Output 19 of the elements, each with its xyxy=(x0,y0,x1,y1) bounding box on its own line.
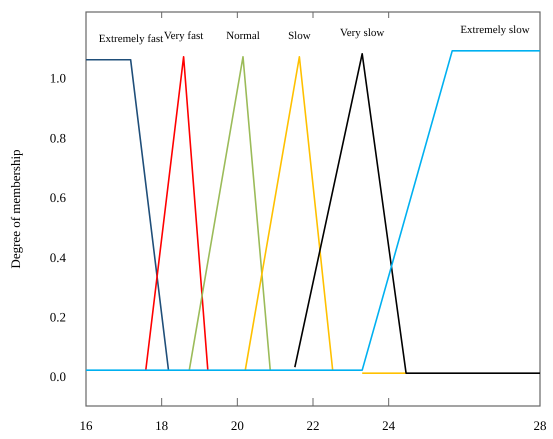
y-tick-label: 1.0 xyxy=(50,70,66,86)
series-label: Very fast xyxy=(164,30,204,42)
series-label: Extremely slow xyxy=(460,24,530,36)
x-tick-label: 18 xyxy=(155,418,168,433)
y-tick-label: 0.6 xyxy=(50,190,66,206)
y-tick-label: 0.8 xyxy=(50,130,66,146)
series-label: Normal xyxy=(226,30,260,42)
series-label: Slow xyxy=(288,30,311,42)
series-label: Extremely fast xyxy=(98,32,164,45)
x-tick-label: 16 xyxy=(80,418,93,433)
x-tick-label: 22 xyxy=(306,418,320,433)
y-tick-label: 0.2 xyxy=(50,309,66,324)
x-tick-label: 24 xyxy=(382,418,396,433)
y-tick-label: 0.0 xyxy=(50,369,66,384)
y-tick-label: 0.4 xyxy=(50,250,66,265)
x-tick-label: 20 xyxy=(230,418,244,433)
x-tick-label: 28 xyxy=(534,418,546,433)
series-label: Very slow xyxy=(340,26,384,39)
y-axis-title: Degree of membership xyxy=(8,149,23,269)
